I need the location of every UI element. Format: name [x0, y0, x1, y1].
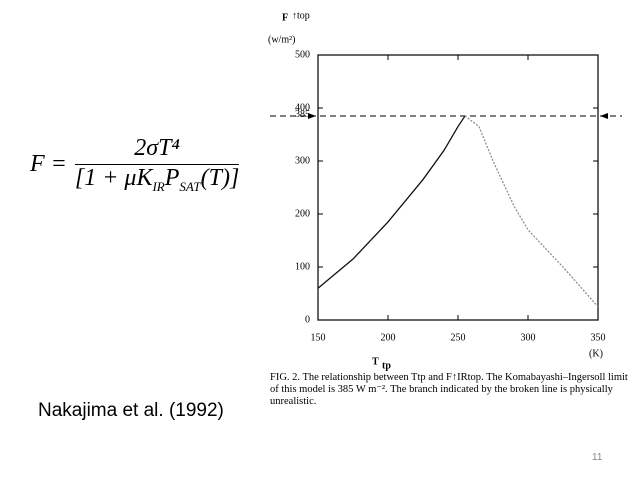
citation: Nakajima et al. (1992) [38, 400, 224, 421]
reference-label: 385 [295, 109, 310, 120]
y-tick-label: 0 [305, 314, 310, 325]
y-axis-label-sub: ↑top [292, 10, 310, 21]
x-axis-units: (K) [589, 348, 603, 359]
x-tick-label: 200 [381, 332, 396, 343]
denominator: [1 + μKIRPSAT(T)] [75, 165, 239, 195]
denominator-part: [1 + μK [74, 165, 153, 191]
denominator-part: (T)] [200, 165, 240, 191]
plot-frame [317, 54, 599, 321]
denominator-sub: IR [152, 178, 165, 194]
y-tick-label: 200 [295, 208, 310, 219]
y-tick-label: 500 [295, 49, 310, 60]
arrow [308, 112, 316, 119]
y-axis-units: (w/m²) [268, 34, 295, 45]
y-axis-label: F [282, 12, 288, 23]
y-tick-label: 300 [295, 155, 310, 166]
fraction: 2σT⁴ [1 + μKIRPSAT(T)] [74, 135, 240, 195]
denominator-sub: SAT [179, 178, 201, 194]
data-line [464, 115, 599, 308]
x-tick-label: 300 [521, 332, 536, 343]
x-tick-label: 150 [311, 332, 326, 343]
numerator: 2σT⁴ [74, 135, 240, 165]
arrow [600, 112, 608, 119]
formula-lhs: F = [30, 151, 67, 178]
denominator-part: P [164, 165, 180, 191]
caption: FIG. 2. The relationship between Ttp and… [270, 372, 628, 407]
formula: F = 2σT⁴ [1 + μKIRPSAT(T)] [30, 135, 240, 195]
y-tick-label: 400 [295, 102, 310, 113]
x-tick-label: 350 [591, 332, 606, 343]
x-axis-label-sub: tp [382, 360, 391, 371]
chart: F ↑top (w/m²) T tp (K) 0 100 200 300 400 500 1… [268, 10, 622, 371]
x-axis-label: T [372, 356, 379, 367]
data-line [317, 115, 466, 289]
x-tick-label: 250 [451, 332, 466, 343]
y-tick-label: 100 [295, 261, 310, 272]
page-number: 11 [592, 452, 603, 463]
